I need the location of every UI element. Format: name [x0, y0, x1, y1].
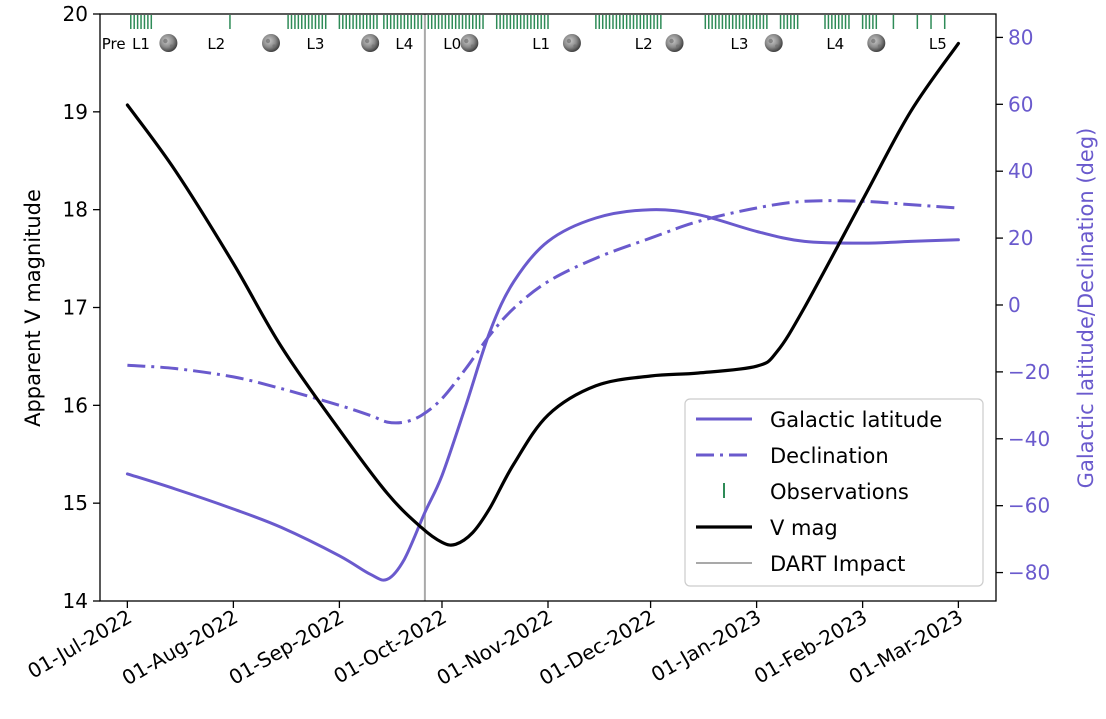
moon-crater: [470, 44, 474, 48]
right-y-tick-label: −20: [1008, 360, 1050, 384]
left-y-tick-label: 18: [63, 198, 88, 222]
moon-icon: [159, 34, 178, 52]
moon-icon: [665, 34, 684, 52]
moon-disc: [665, 34, 684, 52]
moon-icon: [361, 34, 380, 52]
phase-label: L0: [443, 35, 461, 53]
moon-icon: [867, 34, 886, 52]
moon-crater: [272, 44, 276, 48]
x-tick-label: 01-Jan-2023: [647, 605, 765, 687]
galactic-latitude-line: [125, 208, 960, 582]
moon-disc: [562, 34, 581, 52]
phase-label: L3: [731, 35, 749, 53]
left-y-axis-title: Apparent V magnitude: [21, 189, 45, 427]
phase-label: L5: [929, 35, 947, 53]
moon-disc: [261, 34, 280, 52]
left-y-axis: 14 15 16 17 18 19 20: [63, 2, 100, 613]
moon-crater: [675, 44, 680, 48]
moon-icon: [460, 34, 479, 52]
right-y-tick-label: −40: [1008, 427, 1050, 451]
moon-crater: [566, 38, 572, 44]
right-y-tick-label: 60: [1008, 92, 1033, 116]
legend-box: [684, 398, 984, 587]
left-y-tick-label: 14: [63, 589, 88, 613]
right-y-axis-title: Galactic latitude/Declination (deg): [1074, 128, 1098, 489]
moon-crater: [871, 38, 876, 44]
left-y-tick-label: 16: [63, 393, 88, 417]
series-layer: [125, 14, 960, 601]
moon-crater: [371, 44, 375, 48]
moon-crater: [877, 44, 881, 48]
legend-label-v-mag: V mag: [770, 516, 838, 540]
moon-disc: [867, 34, 886, 52]
phase-label: L1: [532, 35, 550, 53]
right-y-tick-label: −80: [1008, 561, 1050, 585]
moon-icon: [562, 34, 581, 52]
v-mag-line: [125, 41, 960, 547]
phase-label: L4: [395, 35, 413, 53]
phase-label: L3: [306, 35, 324, 53]
plot-frame: [99, 13, 997, 602]
moon-icon: [764, 34, 783, 52]
moon-crater: [669, 38, 674, 44]
legend-label-declination: Declination: [770, 444, 889, 468]
moon-crater: [573, 44, 577, 48]
legend: Galactic latitude Declination Observatio…: [684, 398, 984, 587]
x-axis: 01-Jul-202201-Aug-202201-Sep-202201-Oct-…: [23, 601, 967, 690]
moon-crater: [169, 44, 173, 48]
legend-label-dart-impact: DART Impact: [770, 552, 905, 576]
phase-label: L4: [826, 35, 844, 53]
legend-label-galactic-latitude: Galactic latitude: [770, 408, 942, 432]
moon-crater: [163, 38, 168, 44]
moon-disc: [460, 34, 479, 52]
phase-label: L2: [635, 35, 653, 53]
right-y-tick-label: 20: [1008, 226, 1033, 250]
right-y-tick-label: 40: [1008, 159, 1033, 183]
phase-label: Pre: [102, 35, 126, 53]
right-y-tick-label: 0: [1008, 293, 1021, 317]
phase-label: L1: [132, 35, 150, 53]
observation-ticks: [130, 15, 946, 29]
x-tick-label: 01-Nov-2022: [433, 605, 557, 690]
right-y-tick-label: −60: [1008, 494, 1050, 518]
right-y-tick-label: 80: [1008, 25, 1033, 49]
declination-line: [127, 199, 959, 425]
phase-labels: Pre L1 L2 L3 L4 L0 L1 L2 L3 L4 L5: [102, 35, 947, 53]
legend-label-observations: Observations: [770, 480, 909, 504]
moon-crater: [265, 38, 271, 44]
phase-label: L2: [207, 35, 225, 53]
moon-disc: [361, 34, 380, 52]
right-y-axis: −80 −60 −40 −20 0 20 40 60 80: [996, 25, 1050, 585]
moon-icons: [159, 34, 886, 52]
left-y-tick-label: 17: [63, 296, 88, 320]
moon-disc: [764, 34, 783, 52]
x-tick-label: 01-Dec-2022: [535, 605, 659, 691]
moon-disc: [159, 34, 178, 52]
moon-crater: [775, 44, 779, 48]
x-tick-label: 01-Sep-2022: [225, 605, 348, 690]
moon-crater: [464, 38, 469, 44]
moon-crater: [364, 38, 370, 44]
left-y-tick-label: 15: [63, 491, 88, 515]
left-y-tick-label: 20: [63, 2, 88, 26]
moon-crater: [768, 38, 773, 44]
x-tick-label: 01-Oct-2022: [329, 605, 450, 689]
moon-icon: [261, 34, 280, 52]
x-tick-label: 01-Aug-2022: [118, 605, 242, 690]
left-y-tick-label: 19: [63, 100, 88, 124]
